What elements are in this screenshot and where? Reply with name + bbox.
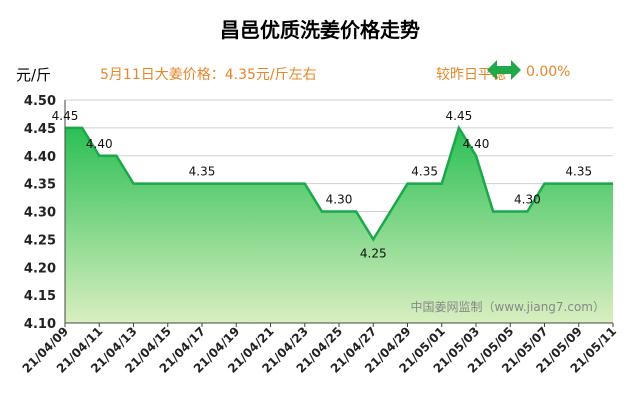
data-label: 4.35 (411, 165, 438, 179)
data-label: 4.40 (86, 137, 113, 151)
watermark: 中国姜网监制（www.jiang7.com） (411, 299, 605, 314)
data-label: 4.40 (463, 137, 490, 151)
area-layer (65, 124, 613, 323)
y-tick-label: 4.50 (24, 94, 56, 109)
price-line (65, 124, 613, 242)
y-tick-label: 4.15 (24, 289, 56, 304)
left-right-arrow-icon (487, 60, 521, 80)
y-tick-label: 4.30 (24, 206, 56, 221)
y-tick-label: 4.35 (24, 178, 56, 193)
data-label: 4.45 (446, 109, 473, 123)
data-label: 4.45 (52, 109, 79, 123)
data-labels: 4.45 4.40 4.35 4.30 4.25 4.35 4.45 4.40 4.30 4.35 (52, 109, 592, 261)
y-tick-label: 4.20 (24, 261, 56, 276)
chart-title: 昌邑优质洗姜价格走势 (220, 18, 420, 42)
price-area (65, 127, 613, 323)
y-tick-label: 4.10 (24, 317, 56, 332)
data-label: 4.25 (360, 246, 387, 260)
y-tick-label: 4.40 (24, 150, 56, 165)
change-value: 0.00% (526, 64, 571, 80)
y-tick-label: 4.25 (24, 233, 56, 248)
data-label: 4.35 (565, 165, 592, 179)
unit-label: 元/斤 (16, 66, 52, 84)
data-label: 4.30 (514, 193, 541, 207)
y-tick-label: 4.45 (24, 122, 56, 137)
data-label: 4.35 (189, 165, 216, 179)
data-label: 4.30 (326, 193, 353, 207)
price-note: 5月11日大姜价格：4.35元/斤左右 (100, 67, 317, 83)
